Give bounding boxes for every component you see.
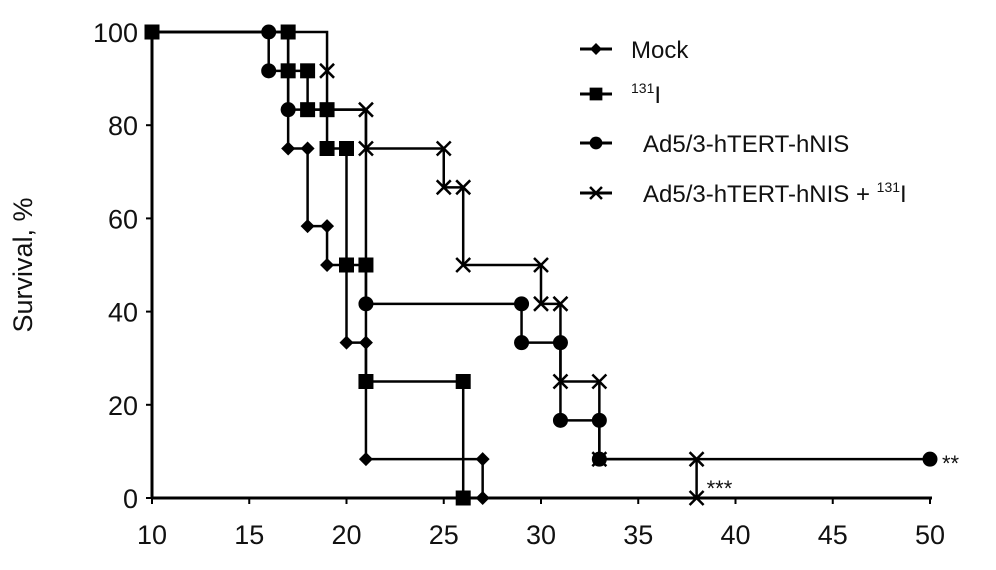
diamond-marker bbox=[320, 219, 335, 234]
axes: 0 20 40 60 80 100 10 15 20 25 30 35 40 45 50 Survival, … bbox=[8, 18, 945, 550]
diamond-marker bbox=[281, 141, 296, 156]
x-marker bbox=[533, 295, 549, 312]
y-axis-title: Survival, % bbox=[8, 197, 38, 332]
y-tick-label: 20 bbox=[108, 391, 138, 421]
series-layer bbox=[144, 24, 938, 506]
circle-marker bbox=[261, 63, 277, 79]
x-tick-label: 10 bbox=[137, 520, 167, 550]
x-marker bbox=[591, 373, 608, 390]
circle-marker bbox=[358, 296, 374, 312]
x-marker bbox=[591, 451, 608, 468]
y-tick-label: 40 bbox=[108, 298, 138, 328]
legend-label: Ad5/3-hTERT-hNIS + 131I bbox=[643, 179, 907, 208]
diamond-marker bbox=[358, 452, 373, 467]
x-marker bbox=[455, 257, 472, 273]
legend-label: 131I bbox=[631, 80, 661, 109]
x-tick-label: 35 bbox=[623, 520, 653, 550]
x-marker bbox=[358, 140, 374, 157]
square-marker bbox=[589, 87, 603, 101]
circle-marker bbox=[552, 412, 568, 428]
x-marker bbox=[552, 295, 569, 312]
x-marker bbox=[358, 101, 374, 118]
legend-item: Ad5/3-hTERT-hNIS bbox=[580, 131, 849, 158]
square-marker bbox=[455, 490, 471, 506]
x-marker bbox=[435, 140, 452, 157]
significance-double-star: ** bbox=[942, 451, 960, 476]
series-3 bbox=[152, 30, 705, 506]
survival-curve bbox=[152, 30, 465, 498]
x-tick-label: 30 bbox=[526, 520, 556, 550]
diamond-marker bbox=[475, 452, 490, 467]
y-tick-label: 0 bbox=[123, 484, 138, 514]
legend-item: Ad5/3-hTERT-hNIS + 131I bbox=[580, 179, 907, 208]
circle-marker bbox=[280, 102, 296, 118]
square-marker bbox=[339, 141, 354, 156]
series-1 bbox=[144, 24, 471, 506]
legend-label: Ad5/3-hTERT-hNIS bbox=[643, 131, 849, 158]
survival-curve bbox=[152, 30, 930, 461]
square-marker bbox=[319, 141, 335, 156]
square-marker bbox=[358, 374, 374, 389]
x-marker bbox=[435, 179, 452, 196]
survival-curve bbox=[152, 30, 698, 498]
x-marker bbox=[589, 186, 603, 200]
circle-marker bbox=[589, 136, 603, 150]
legend-item: 131I bbox=[580, 80, 661, 109]
y-tick-label: 80 bbox=[108, 111, 138, 141]
x-marker bbox=[533, 257, 549, 273]
diamond-marker bbox=[475, 491, 490, 505]
x-tick-label: 45 bbox=[818, 520, 848, 550]
x-tick-label: 40 bbox=[720, 520, 750, 550]
series-0 bbox=[152, 30, 490, 505]
significance-triple-star: *** bbox=[707, 476, 733, 501]
y-tick-label: 100 bbox=[93, 18, 138, 48]
x-tick-label: 15 bbox=[234, 520, 264, 550]
circle-marker bbox=[514, 296, 530, 312]
legend: Mock 131I Ad5/3-hTERT-hNIS Ad5/3-hTERT-hNIS… bbox=[580, 37, 907, 208]
x-marker bbox=[319, 62, 335, 79]
circle-marker bbox=[922, 451, 938, 467]
x-tick-label: 50 bbox=[915, 520, 945, 550]
diamond-marker bbox=[339, 335, 354, 350]
diamond-marker bbox=[300, 219, 315, 234]
x-marker bbox=[688, 490, 705, 506]
y-tick-label: 60 bbox=[108, 204, 138, 234]
square-marker bbox=[455, 374, 471, 389]
x-marker bbox=[688, 451, 705, 468]
annotations: ***** bbox=[707, 451, 960, 501]
diamond-marker bbox=[320, 258, 335, 272]
x-tick-label: 25 bbox=[429, 520, 459, 550]
x-marker bbox=[552, 373, 569, 390]
diamond-marker bbox=[300, 141, 315, 156]
series-2 bbox=[152, 24, 938, 467]
legend-item: Mock bbox=[580, 37, 689, 64]
x-tick-label: 20 bbox=[331, 520, 361, 550]
circle-marker bbox=[514, 335, 530, 351]
legend-label: Mock bbox=[631, 37, 689, 64]
square-marker bbox=[339, 257, 354, 273]
square-marker bbox=[300, 63, 316, 79]
survival-curve bbox=[152, 30, 484, 498]
diamond-marker bbox=[590, 43, 602, 55]
x-marker bbox=[455, 179, 472, 196]
